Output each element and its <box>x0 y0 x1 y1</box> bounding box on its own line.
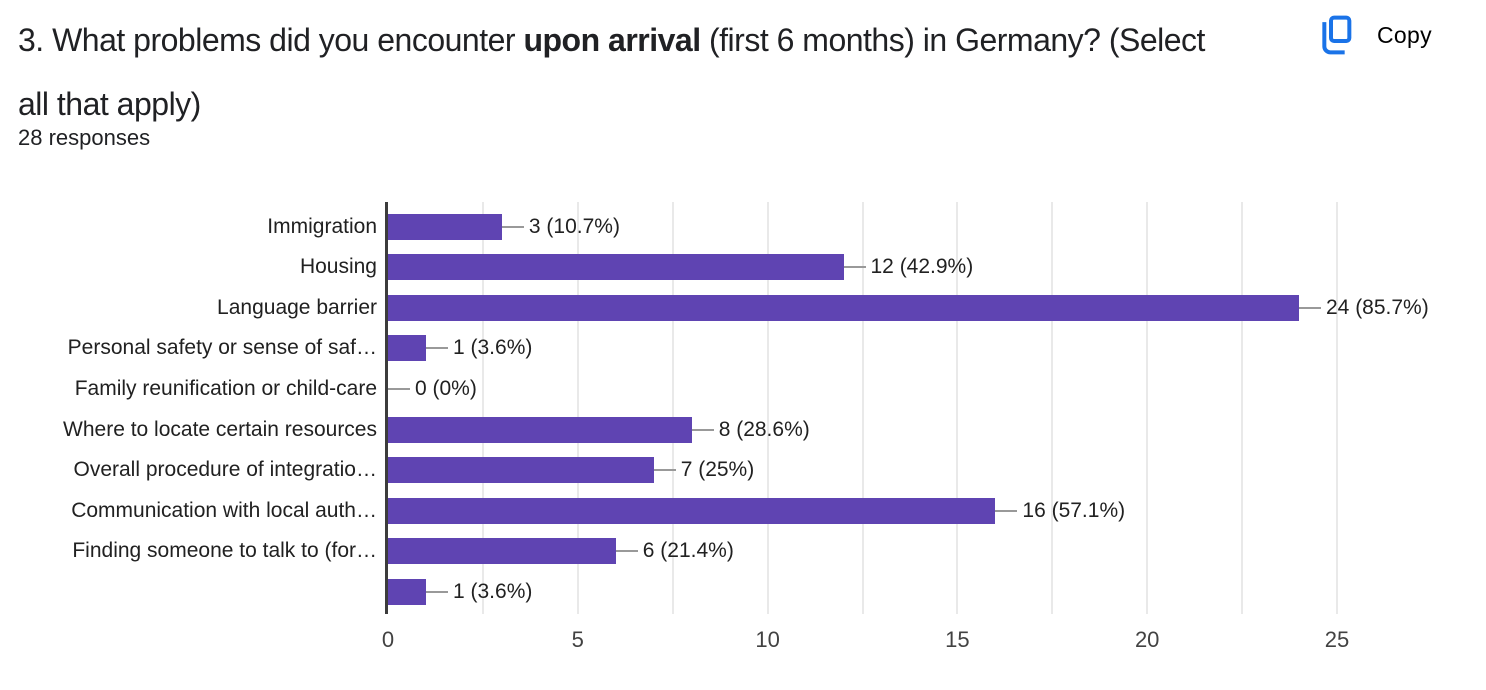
gridline <box>1336 202 1338 614</box>
annotation-connector <box>426 347 448 350</box>
x-tick-label: 5 <box>571 627 584 652</box>
copy-button[interactable]: Copy <box>1318 10 1432 60</box>
bar-value-label: 16 (57.1%) <box>1022 498 1126 522</box>
x-tick-label: 20 <box>1134 627 1160 652</box>
annotation-connector <box>426 590 448 593</box>
question-title: 3. What problems did you encounter upon … <box>18 8 1310 136</box>
x-tick-label: 15 <box>945 627 970 652</box>
bar[interactable] <box>388 538 616 565</box>
category-label: Finding someone to talk to (for… <box>72 539 377 563</box>
annotation-connector <box>691 428 714 431</box>
x-tick-label: 25 <box>1324 627 1350 652</box>
gridline <box>1146 202 1149 614</box>
category-label: Communication with local auth… <box>71 498 377 522</box>
category-label: Immigration <box>267 214 377 238</box>
question-title-bold: upon arrival <box>523 22 701 58</box>
gridline <box>1241 202 1244 614</box>
bar-value-label: 0 (0%) <box>415 376 477 400</box>
bar-value-label: 1 (3.6%) <box>453 579 533 603</box>
question-title-line2: all that apply) <box>18 86 201 122</box>
annotation-connector <box>995 509 1018 512</box>
bar-value-label: 12 (42.9%) <box>870 255 974 279</box>
gridline <box>481 202 484 614</box>
bar-value-label: 6 (21.4%) <box>642 539 734 563</box>
category-label: Language barrier <box>217 295 377 319</box>
bar[interactable] <box>388 213 502 240</box>
category-label: Personal safety or sense of saf… <box>67 336 377 360</box>
bar-value-label: 8 (28.6%) <box>718 417 810 441</box>
annotation-connector <box>653 469 676 472</box>
bar[interactable] <box>388 335 426 362</box>
question-title-text: 3. What problems did you encounter <box>18 22 524 58</box>
bar-value-label: 24 (85.7%) <box>1326 295 1429 319</box>
gridline <box>766 202 769 614</box>
bar[interactable] <box>388 254 844 281</box>
gridline <box>861 202 864 614</box>
copy-icon <box>1322 15 1352 55</box>
y-axis-line <box>385 202 388 614</box>
response-count: 28 responses <box>18 125 151 150</box>
question-title-suffix: (first 6 months) in Germany? (Select <box>700 22 1205 58</box>
x-tick-label: 10 <box>755 627 780 652</box>
bar[interactable] <box>388 497 996 524</box>
annotation-connector <box>615 550 638 553</box>
category-label: Housing <box>299 255 377 279</box>
category-label: Family reunification or child-care <box>74 376 377 400</box>
annotation-connector <box>388 387 410 390</box>
annotation-connector <box>1299 306 1321 309</box>
bar[interactable] <box>388 457 654 484</box>
bar[interactable] <box>388 578 426 605</box>
bar[interactable] <box>388 294 1299 321</box>
annotation-connector <box>501 225 524 228</box>
annotation-connector <box>843 266 866 269</box>
gridline <box>956 202 959 614</box>
gridline <box>1051 202 1054 614</box>
category-label: Overall procedure of integratio… <box>73 458 378 482</box>
bar-value-label: 1 (3.6%) <box>453 336 533 360</box>
bar-value-label: 7 (25%) <box>680 458 755 482</box>
bar-value-label: 3 (10.7%) <box>528 214 620 238</box>
gridline <box>576 202 579 614</box>
copy-button-label: Copy <box>1377 21 1432 48</box>
gridline <box>671 202 674 614</box>
category-label: Where to locate certain resources <box>63 417 377 441</box>
bar[interactable] <box>388 416 692 443</box>
x-tick-label: 0 <box>381 627 395 652</box>
